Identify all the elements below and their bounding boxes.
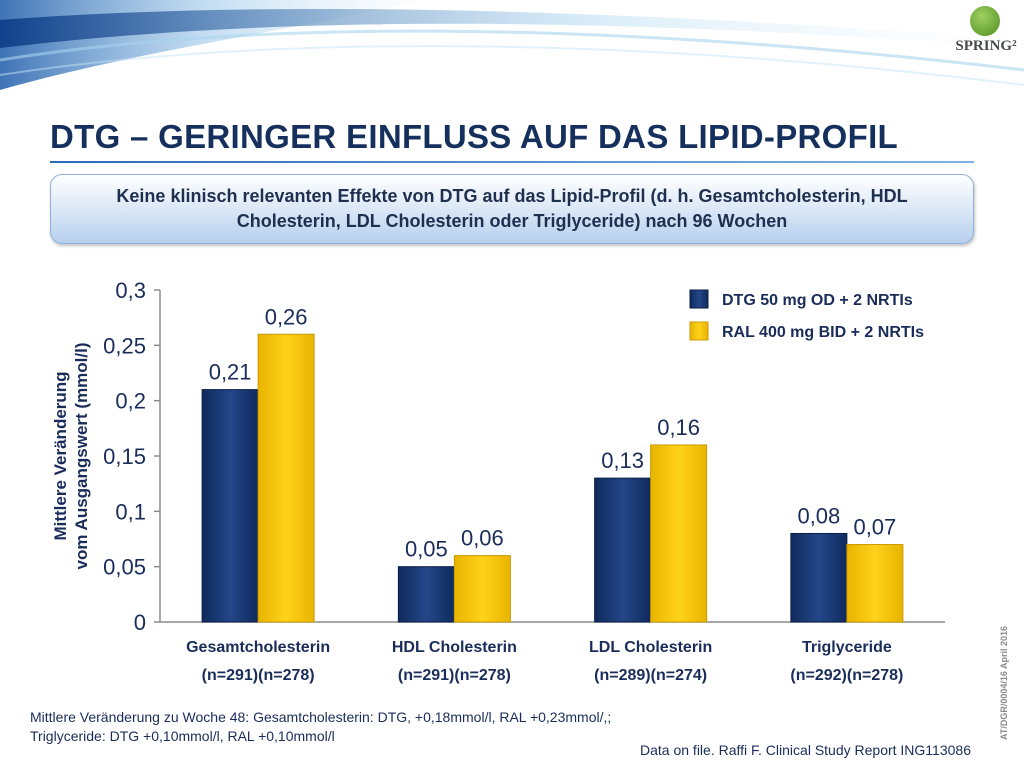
footnote-line-1: Mittlere Veränderung zu Woche 48: Gesamt… <box>30 709 612 725</box>
data-label: 0,06 <box>461 526 504 551</box>
data-label: 0,07 <box>853 515 896 540</box>
source-citation: Data on file. Raffi F. Clinical Study Re… <box>640 742 971 758</box>
legend-label-ral: RAL 400 mg BID + 2 NRTIs <box>722 324 924 341</box>
header-swoosh-background <box>0 0 1024 90</box>
data-label: 0,16 <box>657 415 700 440</box>
title-underline <box>50 161 974 163</box>
y-tick-label: 0,1 <box>115 499 146 524</box>
document-code: AT/DGR/0004/16 April 2016 <box>999 625 1009 740</box>
bar-dtg <box>201 389 259 623</box>
y-tick-label: 0 <box>134 610 146 635</box>
bar-dtg <box>594 477 652 623</box>
bar-ral <box>453 555 511 623</box>
logo-text: SPRING² <box>955 38 1017 54</box>
legend-swatch-ral <box>689 321 709 341</box>
category-label: Triglyceride <box>802 639 892 656</box>
y-axis-title-line-1: Mittlere Veränderung <box>51 371 70 540</box>
key-message-box: Keine klinisch relevanten Effekte von DT… <box>50 174 974 244</box>
y-tick-label: 0,05 <box>103 555 146 580</box>
bar-ral <box>846 544 904 623</box>
category-label: LDL Cholesterin <box>589 639 712 656</box>
y-tick-label: 0,25 <box>103 333 146 358</box>
category-sublabel: (n=291)(n=278) <box>202 667 315 684</box>
bar-dtg <box>397 566 455 623</box>
y-tick-label: 0,3 <box>115 278 146 303</box>
category-sublabel: (n=292)(n=278) <box>790 667 903 684</box>
data-label: 0,21 <box>209 360 252 385</box>
legend-label-dtg: DTG 50 mg OD + 2 NRTIs <box>722 292 913 309</box>
y-tick-label: 0,15 <box>103 444 146 469</box>
bar-dtg <box>790 532 848 623</box>
data-label: 0,08 <box>797 503 840 528</box>
bar-ral <box>257 333 315 623</box>
key-message-text: Keine klinisch relevanten Effekte von DT… <box>116 186 908 231</box>
category-sublabel: (n=291)(n=278) <box>398 667 511 684</box>
lipid-bar-chart: 0 0,05 0,1 0,15 0,2 0,25 0,3 Mittlere Veränderu… <box>51 278 945 684</box>
y-axis-title-line-2: vom Ausgangswert (mmol/l) <box>72 342 91 569</box>
category-sublabel: (n=289)(n=274) <box>594 667 707 684</box>
data-label: 0,05 <box>405 537 448 562</box>
data-label: 0,26 <box>265 304 308 329</box>
footnote: Mittlere Veränderung zu Woche 48: Gesamt… <box>30 708 650 746</box>
legend-swatch-dtg <box>689 289 709 309</box>
bar-ral <box>650 444 708 623</box>
leaf-icon <box>970 6 1000 36</box>
spring-logo: SPRING² <box>954 4 1018 64</box>
y-axis-title: Mittlere Veränderung vom Ausgangswert (mm… <box>51 342 91 569</box>
category-label: HDL Cholesterin <box>392 639 517 656</box>
page-title: DTG – GERINGER EINFLUSS AUF DAS LIPID-PR… <box>50 118 899 155</box>
category-label: Gesamtcholesterin <box>186 639 330 656</box>
footnote-line-2: Triglyceride: DTG +0,10mmol/l, RAL +0,10… <box>30 728 335 744</box>
y-tick-label: 0,2 <box>115 389 146 414</box>
data-label: 0,13 <box>601 448 644 473</box>
